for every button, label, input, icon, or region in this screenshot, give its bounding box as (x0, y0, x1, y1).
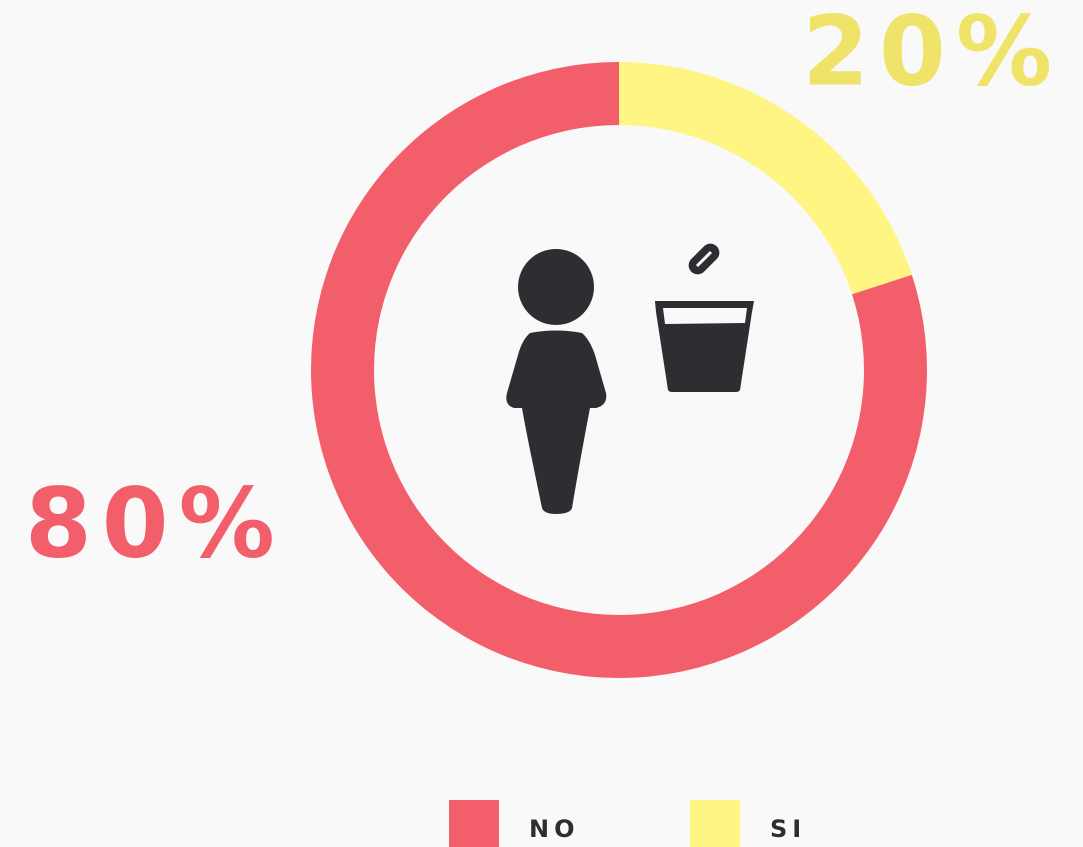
legend-swatch (690, 800, 740, 847)
icon (506, 243, 754, 514)
icon-glass (655, 301, 754, 392)
donut-segment (619, 62, 912, 295)
value-label: 80% (25, 467, 285, 579)
icon-pill-split (695, 250, 713, 268)
legend-swatch (449, 800, 499, 847)
icon-body (506, 330, 607, 514)
legend-label: NO (529, 815, 580, 843)
legend-label: SI (770, 815, 806, 843)
value-label: 20% (802, 0, 1062, 107)
icon-head (518, 249, 594, 325)
